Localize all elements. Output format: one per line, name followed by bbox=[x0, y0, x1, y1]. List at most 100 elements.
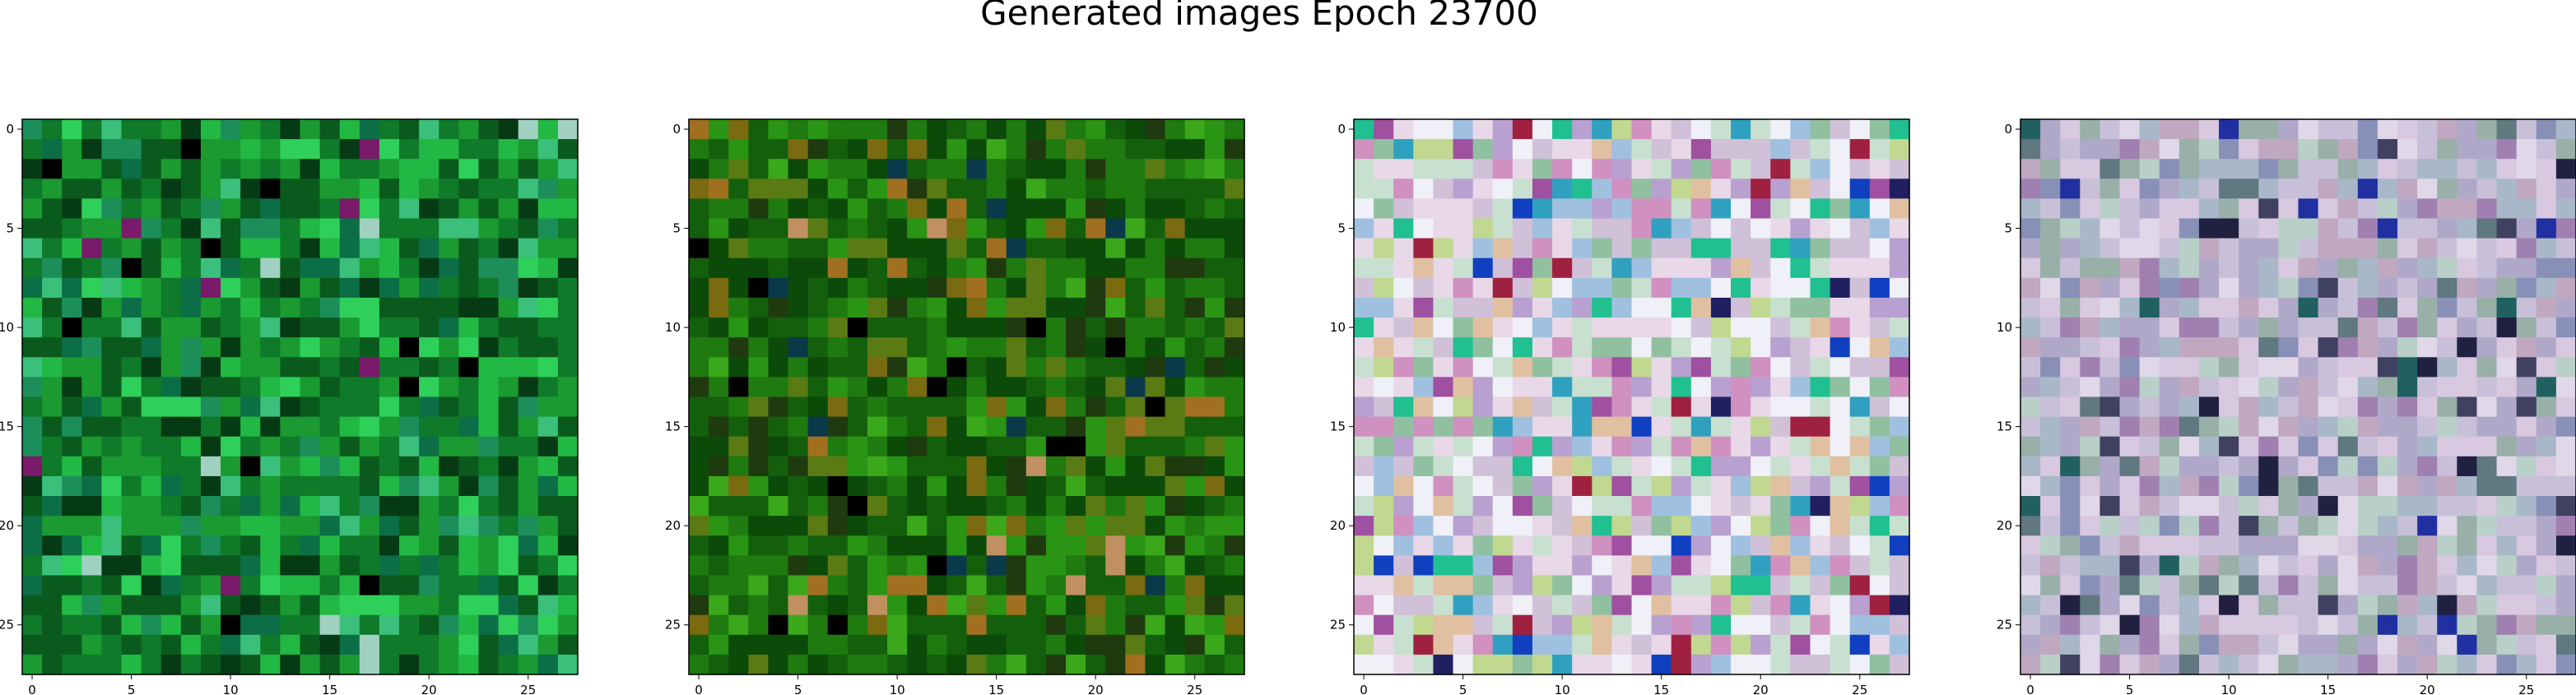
pixel bbox=[1045, 634, 1067, 656]
pixel bbox=[300, 178, 321, 200]
pixel bbox=[2139, 475, 2160, 497]
pixel bbox=[1869, 198, 1890, 220]
pixel bbox=[2298, 139, 2319, 160]
pixel bbox=[1492, 139, 1514, 160]
pixel bbox=[1631, 456, 1653, 477]
pixel bbox=[121, 139, 142, 160]
pixel bbox=[2159, 277, 2180, 299]
pixel bbox=[1413, 277, 1434, 299]
pixel bbox=[1393, 396, 1414, 418]
pixel bbox=[768, 475, 789, 497]
pixel bbox=[887, 416, 908, 438]
pixel bbox=[1690, 198, 1712, 220]
pixel bbox=[1184, 297, 1206, 318]
pixel bbox=[768, 297, 789, 318]
pixel bbox=[2377, 218, 2398, 239]
pixel bbox=[537, 159, 559, 179]
pixel bbox=[1790, 516, 1811, 536]
pixel bbox=[260, 257, 281, 279]
pixel bbox=[2516, 654, 2537, 675]
pixel bbox=[1532, 277, 1553, 299]
pixel bbox=[419, 198, 439, 220]
pixel bbox=[2377, 119, 2398, 140]
pixel bbox=[81, 595, 103, 616]
pixel bbox=[240, 198, 261, 220]
pixel bbox=[1889, 357, 1910, 378]
pixel bbox=[966, 496, 988, 517]
pixel bbox=[1224, 614, 1245, 636]
pixel bbox=[728, 238, 749, 259]
pixel bbox=[2318, 456, 2339, 477]
pixel bbox=[180, 595, 202, 616]
pixel bbox=[1770, 218, 1791, 239]
pixel bbox=[1224, 317, 1245, 338]
pixel bbox=[1849, 277, 1871, 299]
pixel bbox=[887, 516, 908, 536]
pixel bbox=[867, 119, 888, 140]
pixel bbox=[2476, 595, 2498, 616]
pixel bbox=[2119, 277, 2141, 299]
pixel bbox=[22, 277, 43, 299]
pixel bbox=[1105, 297, 1126, 318]
pixel bbox=[867, 416, 888, 438]
pixel bbox=[260, 198, 281, 220]
pixel bbox=[518, 257, 539, 279]
pixel bbox=[537, 297, 559, 318]
pixel bbox=[887, 317, 908, 338]
pixel bbox=[2239, 198, 2259, 220]
pixel bbox=[2139, 297, 2160, 318]
pixel bbox=[2337, 218, 2359, 239]
pixel bbox=[2258, 337, 2279, 358]
pixel bbox=[2159, 516, 2180, 536]
pixel bbox=[1145, 496, 1166, 517]
pixel bbox=[2239, 496, 2259, 517]
pixel bbox=[1690, 475, 1712, 497]
pixel bbox=[1105, 555, 1126, 577]
pixel bbox=[1204, 396, 1225, 418]
pixel bbox=[121, 595, 142, 616]
pixel bbox=[2496, 396, 2518, 418]
pixel bbox=[1125, 416, 1146, 438]
pixel bbox=[1066, 377, 1086, 398]
pixel bbox=[966, 238, 988, 259]
pixel bbox=[1453, 257, 1474, 279]
pixel bbox=[1532, 238, 1553, 259]
pixel bbox=[2080, 436, 2101, 457]
pixel bbox=[2496, 139, 2518, 160]
pixel bbox=[1374, 357, 1394, 378]
pixel bbox=[2119, 139, 2141, 160]
pixel bbox=[1651, 317, 1672, 338]
pixel bbox=[359, 119, 380, 140]
pixel bbox=[240, 337, 261, 358]
pixel bbox=[1393, 654, 1414, 675]
pixel bbox=[62, 139, 82, 160]
pixel bbox=[2040, 357, 2061, 378]
pixel bbox=[2457, 377, 2478, 398]
pixel bbox=[1224, 436, 1245, 457]
pixel bbox=[2178, 595, 2200, 616]
pixel bbox=[1066, 595, 1086, 616]
pixel bbox=[907, 198, 928, 220]
pixel bbox=[2040, 119, 2061, 140]
pixel bbox=[439, 317, 459, 338]
pixel bbox=[379, 516, 400, 536]
pixel bbox=[180, 575, 202, 596]
pixel bbox=[2555, 456, 2576, 477]
pixel bbox=[1770, 277, 1791, 299]
pixel bbox=[1611, 317, 1633, 338]
pixel bbox=[458, 416, 480, 438]
pixel bbox=[709, 159, 729, 179]
pixel bbox=[1651, 496, 1672, 517]
pixel bbox=[319, 257, 341, 279]
pixel bbox=[1532, 297, 1553, 318]
pixel bbox=[42, 555, 63, 577]
pixel bbox=[1433, 416, 1454, 438]
pixel bbox=[2219, 516, 2239, 536]
pixel bbox=[2516, 297, 2537, 318]
pixel bbox=[1086, 357, 1106, 378]
pixel bbox=[1710, 139, 1732, 160]
pixel bbox=[1184, 377, 1206, 398]
pixel bbox=[2198, 357, 2220, 378]
pixel bbox=[2278, 436, 2299, 457]
pixel bbox=[1165, 357, 1186, 378]
